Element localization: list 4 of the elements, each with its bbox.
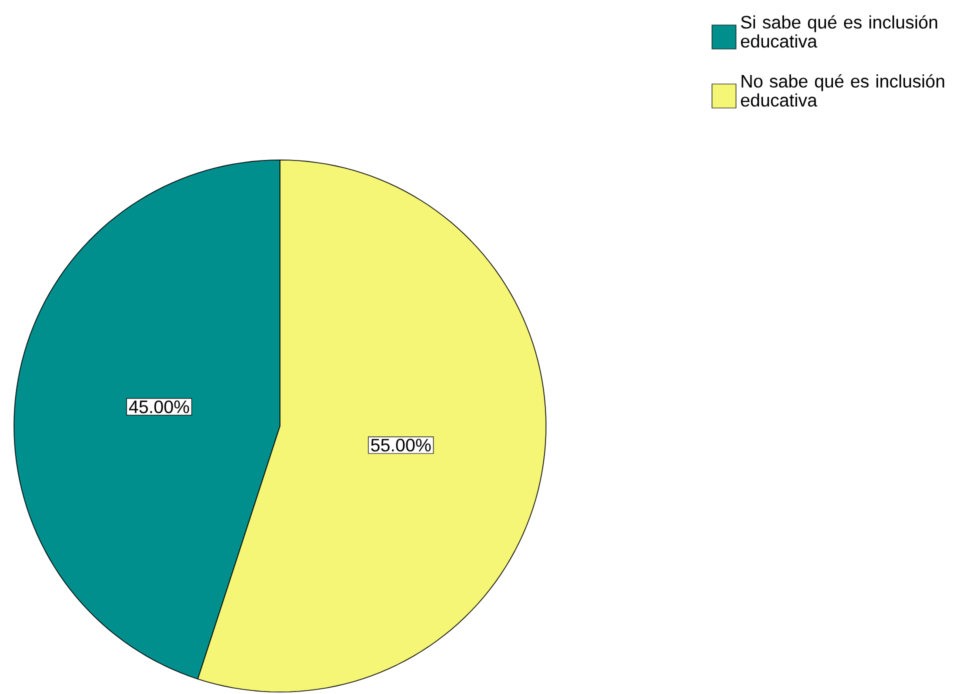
legend-label: No sabe qué es inclusión educativa [740,74,944,107]
legend-label: Si sabe qué es inclusión educativa [740,15,938,48]
data-label: 55.00% [371,438,431,452]
data-label: 45.00% [129,400,190,414]
